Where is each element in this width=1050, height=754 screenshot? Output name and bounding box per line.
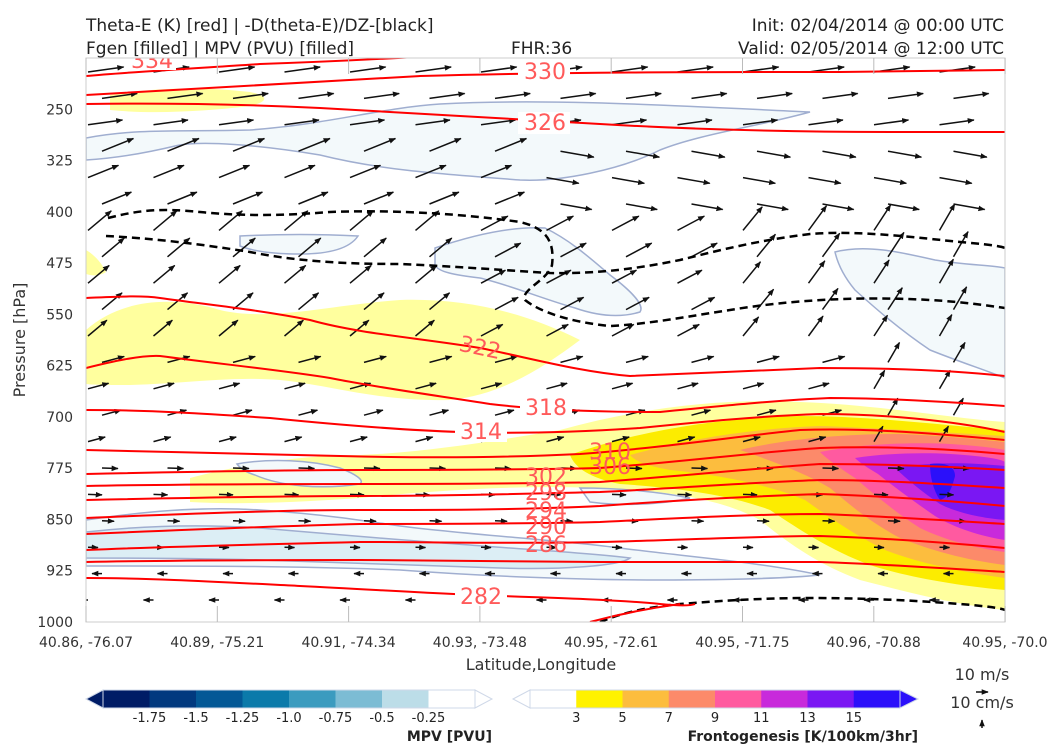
wind-vector: [168, 468, 184, 469]
fgen-colorbar-tick-label: 11: [753, 711, 770, 726]
mpv-colorbar: [86, 690, 492, 708]
fgen-colorbar-segment: [669, 690, 716, 708]
theta-e-label-306: 306: [589, 455, 631, 480]
x-tick-label: 40.93, -73.48: [433, 635, 527, 651]
mpv-colorbar-segment: [382, 690, 429, 708]
y-tick-label: 250: [46, 102, 73, 118]
wind-vector: [233, 468, 249, 469]
y-tick-label: 775: [46, 461, 73, 477]
y-tick-label: 325: [46, 154, 73, 170]
x-tick-label: 40.95, -71.75: [695, 635, 789, 651]
frontogenesis-colorbar: [513, 690, 918, 708]
y-tick-label: 625: [46, 359, 73, 375]
fgen-colorbar-arrow-right: [900, 690, 918, 708]
vector-key: 10 m/s 10 cm/s: [950, 665, 1014, 728]
fgen-colorbar-segment: [623, 690, 670, 708]
y-tick-label: 475: [46, 256, 73, 272]
fgen-colorbar-arrow-left: [513, 690, 530, 708]
x-tick-label: 40.91, -74.34: [302, 635, 396, 651]
y-tick-labels: 250 325 400 475 550 625 700 775 850 925 1000: [37, 102, 73, 631]
y-tick-label: 1000: [37, 615, 73, 631]
title-line-2: Fgen [filled] | MPV (PVU) [filled]: [86, 39, 354, 59]
wind-vector: [692, 468, 708, 469]
vector-key-vertical-label: 10 cm/s: [950, 693, 1014, 712]
fgen-colorbar-segment: [854, 690, 901, 708]
wind-vector: [823, 468, 839, 469]
mpv-colorbar-segment: [243, 690, 290, 708]
fgen-colorbar-segment: [576, 690, 623, 708]
fgen-colorbar-tick-label: 13: [799, 711, 816, 726]
theta-e-label-326: 326: [524, 111, 566, 136]
init-time: Init: 02/04/2014 @ 00:00 UTC: [752, 16, 1004, 36]
y-axis-label: Pressure [hPa]: [10, 283, 29, 398]
mpv-colorbar-segment: [289, 690, 336, 708]
fgen-colorbar-tick-label: 7: [665, 711, 673, 726]
wind-vector: [430, 468, 446, 469]
mpv-colorbar-arrow-left: [86, 690, 103, 708]
wind-vector: [888, 468, 904, 469]
mpv-colorbar-segment: [196, 690, 243, 708]
wind-vector: [102, 468, 118, 469]
mpv-colorbar-arrow-right: [475, 690, 492, 708]
mpv-colorbar-segment: [103, 690, 150, 708]
mpv-colorbar-tick-label: -0.5: [369, 711, 394, 726]
fgen-colorbar-segment: [808, 690, 855, 708]
theta-e-label-314: 314: [460, 420, 502, 445]
title-line-1: Theta-E (K) [red] | -D(theta-E)/DZ-[blac…: [85, 16, 434, 36]
x-tick-label: 40.86, -76.07: [39, 635, 133, 651]
mpv-colorbar-tick-label: -0.75: [319, 711, 353, 726]
x-axis-label: Latitude,Longitude: [466, 655, 617, 674]
mpv-colorbar-label: MPV [PVU]: [407, 729, 492, 745]
fgen-colorbar-segment: [761, 690, 808, 708]
mpv-colorbar-segment: [429, 690, 476, 708]
fgen-colorbar-tick-label: 9: [711, 711, 719, 726]
y-tick-label: 850: [46, 512, 73, 528]
y-tick-label: 925: [46, 564, 73, 580]
x-tick-label: 40.96, -70.88: [827, 635, 921, 651]
fgen-colorbar-tick-label: 3: [572, 711, 580, 726]
x-tick-label: 40.89, -75.21: [170, 635, 264, 651]
wind-vector: [299, 468, 315, 469]
y-tick-label: 700: [46, 410, 73, 426]
mpv-colorbar-tick-label: -1.75: [133, 711, 167, 726]
theta-e-label-282: 282: [460, 585, 502, 610]
theta-e-label-330: 330: [524, 60, 566, 85]
forecast-hour: FHR:36: [511, 39, 572, 59]
frontogenesis-colorbar-label: Frontogenesis [K/100km/3hr]: [688, 729, 918, 745]
x-tick-labels: 40.86, -76.07 40.89, -75.21 40.91, -74.34 4…: [39, 635, 1048, 651]
mpv-colorbar-segment: [150, 690, 197, 708]
valid-time: Valid: 02/05/2014 @ 12:00 UTC: [738, 39, 1004, 59]
plot-area: 334 330 326 322 318 314 310 306 302 298 …: [78, 49, 1005, 622]
fgen-colorbar-tick-label: 5: [618, 711, 626, 726]
x-tick-label: 40.95, -70.0: [962, 635, 1047, 651]
x-tick-label: 40.95, -72.61: [564, 635, 658, 651]
y-tick-label: 550: [46, 307, 73, 323]
fgen-colorbar-tick-label: 15: [845, 711, 862, 726]
frontogenesis-colorbar-ticks: 3 5 7 9 11 13 15: [572, 711, 862, 726]
wind-vector: [364, 468, 380, 469]
mpv-colorbar-tick-label: -0.25: [412, 711, 446, 726]
theta-e-label-318: 318: [525, 396, 567, 421]
fgen-colorbar-segment: [715, 690, 762, 708]
mpv-colorbar-tick-label: -1.5: [183, 711, 208, 726]
vector-key-horizontal-label: 10 m/s: [955, 665, 1010, 684]
mpv-colorbar-tick-label: -1.0: [276, 711, 301, 726]
mpv-colorbar-ticks: -1.75 -1.5 -1.25 -1.0 -0.75 -0.5 -0.25: [133, 711, 446, 726]
mpv-colorbar-segment: [336, 690, 383, 708]
mpv-colorbar-tick-label: -1.25: [226, 711, 260, 726]
y-tick-label: 400: [46, 205, 73, 221]
theta-e-label-286: 286: [525, 533, 567, 558]
fgen-colorbar-segment: [530, 690, 577, 708]
